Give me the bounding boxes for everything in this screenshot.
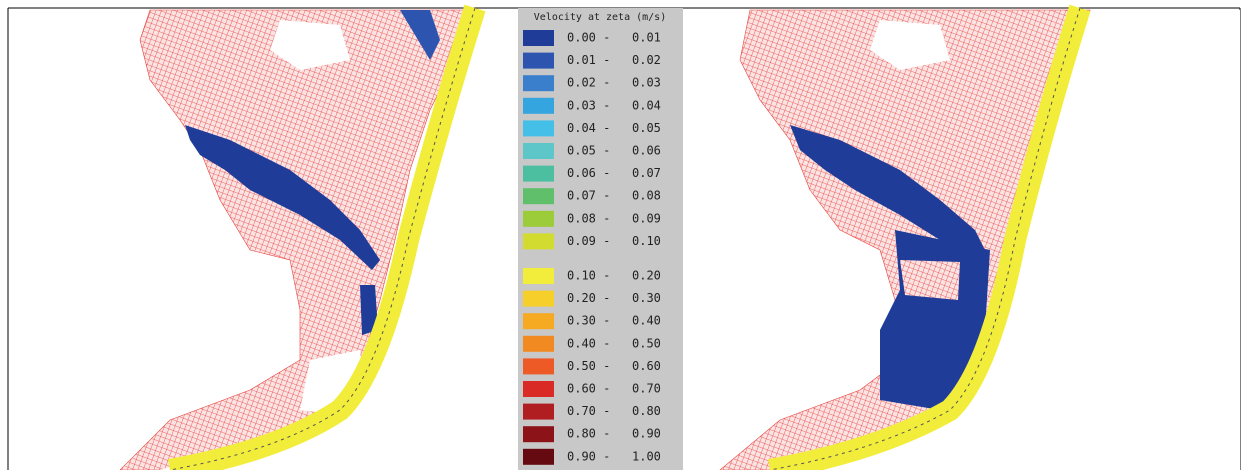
legend-swatch — [523, 211, 554, 227]
legend-from: 0.10 - — [567, 269, 610, 283]
legend-swatch — [523, 313, 554, 329]
legend-from: 0.90 - — [567, 449, 610, 463]
legend-from: 0.06 - — [567, 166, 610, 180]
legend-swatch — [523, 120, 554, 136]
map-left — [120, 8, 520, 470]
legend-from: 0.80 - — [567, 427, 610, 441]
legend-swatch — [523, 381, 554, 397]
legend-swatch — [523, 404, 554, 420]
legend-to: 0.20 — [632, 269, 661, 283]
legend-from: 0.50 - — [567, 359, 610, 373]
legend-from: 0.02 - — [567, 76, 610, 90]
legend-swatch — [523, 75, 554, 91]
legend-to: 0.09 — [632, 211, 661, 225]
screenshot: Velocity at zeta (m/s) 0.00 - 0.01 0.01 - 0… — [0, 0, 1248, 470]
legend-swatch — [523, 336, 554, 352]
legend-swatch — [523, 291, 554, 307]
legend-swatch — [523, 30, 554, 46]
legend-swatch — [523, 143, 554, 159]
legend-swatch — [523, 426, 554, 442]
figure: Velocity at zeta (m/s) 0.00 - 0.01 0.01 - 0… — [0, 0, 1248, 470]
legend-to: 0.04 — [632, 98, 661, 112]
legend-swatch — [523, 53, 554, 69]
legend-from: 0.60 - — [567, 382, 610, 396]
legend-to: 0.05 — [632, 121, 661, 135]
legend-to: 0.03 — [632, 76, 661, 90]
legend-to: 0.70 — [632, 382, 661, 396]
legend-from: 0.08 - — [567, 211, 610, 225]
legend-swatch — [523, 358, 554, 374]
legend-to: 0.07 — [632, 166, 661, 180]
legend-to: 0.30 — [632, 291, 661, 305]
legend-from: 0.01 - — [567, 53, 610, 67]
legend-from: 0.40 - — [567, 336, 610, 350]
legend-swatch — [523, 98, 554, 114]
legend-from: 0.05 - — [567, 144, 610, 158]
legend-to: 0.60 — [632, 359, 661, 373]
legend-swatch — [523, 188, 554, 204]
legend-from: 0.00 - — [567, 31, 610, 45]
legend-to: 0.10 — [632, 234, 661, 248]
legend-swatch — [523, 233, 554, 249]
legend-to: 0.50 — [632, 336, 661, 350]
legend-to: 0.01 — [632, 31, 661, 45]
legend-to: 0.40 — [632, 314, 661, 328]
legend-title: Velocity at zeta (m/s) — [534, 12, 666, 23]
legend-from: 0.04 - — [567, 121, 610, 135]
legend-to: 0.90 — [632, 427, 661, 441]
legend-from: 0.03 - — [567, 98, 610, 112]
legend-from: 0.20 - — [567, 291, 610, 305]
legend-swatch — [523, 449, 554, 465]
legend-to: 0.08 — [632, 189, 661, 203]
legend-from: 0.09 - — [567, 234, 610, 248]
legend-from: 0.07 - — [567, 189, 610, 203]
legend-to: 0.02 — [632, 53, 661, 67]
legend-from: 0.30 - — [567, 314, 610, 328]
legend-swatch — [523, 268, 554, 284]
legend-to: 1.00 — [632, 449, 661, 463]
legend-to: 0.80 — [632, 404, 661, 418]
map-right — [720, 8, 1240, 470]
legend-to: 0.06 — [632, 144, 661, 158]
legend-swatch — [523, 166, 554, 182]
legend-from: 0.70 - — [567, 404, 610, 418]
